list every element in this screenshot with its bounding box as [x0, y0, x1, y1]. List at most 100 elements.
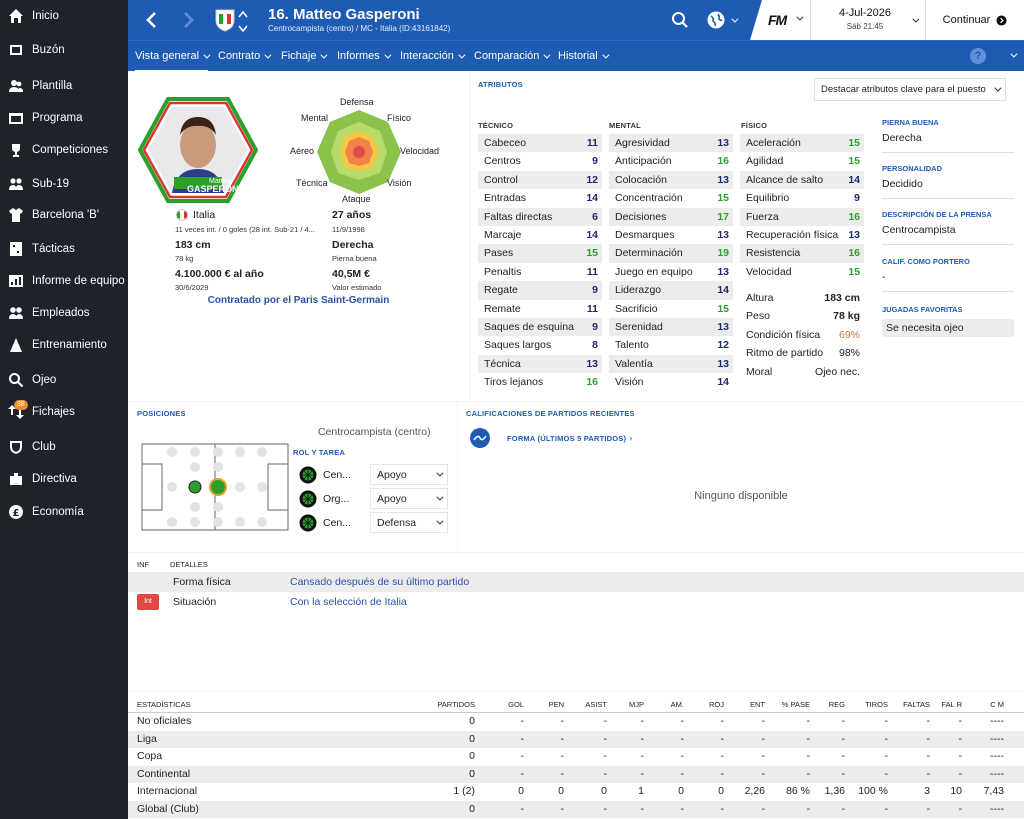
fisico-attribute-row[interactable]: Recuperación física 13: [740, 226, 864, 244]
nationality[interactable]: Italia: [176, 209, 215, 221]
stats-header[interactable]: MJP: [629, 700, 644, 709]
mental-attribute-row[interactable]: Liderazgo 14: [609, 281, 733, 300]
crest-toggle[interactable]: [238, 9, 248, 33]
stats-header[interactable]: % Pase: [781, 700, 810, 709]
sidebar-item-economía[interactable]: £ Economía: [0, 496, 128, 528]
mental-attribute-row[interactable]: Agresividad 13: [609, 134, 733, 153]
sidebar-item-plantilla[interactable]: Plantilla: [0, 70, 128, 102]
fisico-attribute-row[interactable]: Aceleración 15: [740, 134, 864, 153]
info-row[interactable]: Forma física Cansado después de su último…: [128, 572, 1024, 592]
sidebar-item-fichajes[interactable]: Fichajes 38: [0, 396, 128, 428]
stats-header[interactable]: Ent: [750, 700, 765, 709]
duty-dropdown[interactable]: Apoyo: [370, 464, 448, 485]
fisico-attribute-row[interactable]: Resistencia 16: [740, 244, 864, 263]
highlight-attributes-dropdown[interactable]: Destacar atributos clave para el puesto: [814, 78, 1006, 101]
tab-informes[interactable]: Informes: [337, 41, 392, 72]
tab-fichaje[interactable]: Fichaje: [281, 41, 328, 72]
tecnico-attribute-row[interactable]: Cabeceo 11: [478, 134, 602, 153]
role-name[interactable]: Cen...: [323, 516, 352, 529]
tab-contrato[interactable]: Contrato: [218, 41, 272, 72]
back-button[interactable]: [142, 10, 162, 30]
stats-header[interactable]: Asist: [585, 700, 607, 709]
chevron-down-icon[interactable]: [1010, 50, 1018, 58]
sidebar-item-programa[interactable]: Programa: [0, 102, 128, 134]
sidebar-item-informe-de-equipo[interactable]: Informe de equipo: [0, 265, 128, 297]
tab-historial[interactable]: Historial: [558, 41, 610, 72]
tecnico-attribute-row[interactable]: Técnica 13: [478, 354, 602, 374]
tecnico-attribute-row[interactable]: Marcaje 14: [478, 226, 602, 244]
mental-attribute-row[interactable]: Concentración 15: [609, 189, 733, 207]
mental-attribute-row[interactable]: Determinación 19: [609, 244, 733, 263]
stats-row[interactable]: No oficiales 0- - - - - - - - - - - - ----: [128, 713, 1024, 731]
stats-row[interactable]: Copa 0- - - - - - - - - - - - ----: [128, 748, 1024, 766]
form-link[interactable]: Forma (últimos 5 partidos) ›: [507, 433, 633, 443]
stats-header[interactable]: Reg: [828, 700, 845, 709]
stats-header[interactable]: Faltas: [903, 700, 930, 709]
pitch-diagram[interactable]: [140, 442, 290, 532]
tecnico-attribute-row[interactable]: Remate 11: [478, 300, 602, 318]
mental-attribute-row[interactable]: Serenidad 13: [609, 317, 733, 337]
tab-vista-general[interactable]: Vista general: [135, 41, 211, 72]
mental-attribute-row[interactable]: Colocación 13: [609, 170, 733, 190]
fisico-attribute-row[interactable]: Alcance de salto 14: [740, 170, 864, 190]
sidebar-item-competiciones[interactable]: Competiciones: [0, 134, 128, 166]
sidebar-item-empleados[interactable]: Empleados: [0, 297, 128, 329]
mental-attribute-row[interactable]: Sacrificio 15: [609, 300, 733, 318]
help-button[interactable]: ?: [970, 48, 986, 64]
sidebar-item-inicio[interactable]: Inicio: [0, 0, 128, 32]
sidebar-item-directiva[interactable]: Directiva: [0, 463, 128, 495]
tecnico-attribute-row[interactable]: Entradas 14: [478, 189, 602, 207]
mental-attribute-row[interactable]: Anticipación 16: [609, 152, 733, 170]
search-button[interactable]: [671, 11, 689, 29]
mental-attribute-row[interactable]: Talento 12: [609, 336, 733, 354]
fisico-attribute-row[interactable]: Equilibrio 9: [740, 189, 864, 207]
contracted-club-link[interactable]: Contratado por el Paris Saint-Germain: [207, 295, 390, 306]
duty-dropdown[interactable]: Apoyo: [370, 488, 448, 509]
fisico-attribute-row[interactable]: Velocidad 15: [740, 263, 864, 281]
stats-row[interactable]: Continental 0- - - - - - - - - - - - ----: [128, 765, 1024, 783]
mental-attribute-row[interactable]: Visión 14: [609, 373, 733, 391]
mental-attribute-row[interactable]: Valentía 13: [609, 354, 733, 374]
stats-row[interactable]: Liga 0- - - - - - - - - - - - ----: [128, 730, 1024, 748]
club-crest[interactable]: [214, 8, 236, 32]
tab-comparación[interactable]: Comparación: [474, 41, 551, 72]
stats-header[interactable]: Pen: [548, 700, 564, 709]
sidebar-item-buzón[interactable]: Buzón: [0, 34, 128, 66]
role-name[interactable]: Org...: [323, 492, 350, 505]
stats-header[interactable]: Tiros: [865, 700, 888, 709]
stats-header[interactable]: Fal R: [941, 700, 962, 709]
forward-button[interactable]: [178, 10, 198, 30]
stats-header[interactable]: Roj: [709, 700, 724, 709]
tecnico-attribute-row[interactable]: Pases 15: [478, 244, 602, 263]
tecnico-attribute-row[interactable]: Faltas directas 6: [478, 207, 602, 226]
tecnico-attribute-row[interactable]: Control 12: [478, 170, 602, 190]
sidebar-item-tácticas[interactable]: Tácticas: [0, 233, 128, 265]
mental-attribute-row[interactable]: Desmarques 13: [609, 226, 733, 244]
sidebar-item-barcelona-b-[interactable]: Barcelona 'B': [0, 199, 128, 231]
tecnico-attribute-row[interactable]: Saques largos 8: [478, 336, 602, 354]
continue-button[interactable]: Continuar: [926, 0, 1024, 40]
tecnico-attribute-row[interactable]: Regate 9: [478, 281, 602, 300]
fisico-attribute-row[interactable]: Agilidad 15: [740, 152, 864, 170]
stats-row[interactable]: Internacional 1 (2) 0 0 0 1 0 0 2,26 86 % 1,36 100 …: [128, 783, 1024, 801]
sidebar-item-ojeo[interactable]: Ojeo: [0, 364, 128, 396]
sidebar-item-sub-19[interactable]: Sub-19: [0, 168, 128, 200]
tab-interacción[interactable]: Interacción: [400, 41, 466, 72]
tecnico-attribute-row[interactable]: Centros 9: [478, 152, 602, 170]
mental-attribute-row[interactable]: Decisiones 17: [609, 207, 733, 226]
sidebar-item-entrenamiento[interactable]: Entrenamiento: [0, 329, 128, 361]
tecnico-attribute-row[interactable]: Penaltis 11: [478, 263, 602, 281]
role-name[interactable]: Cen...: [323, 468, 352, 481]
stats-header[interactable]: C M: [990, 700, 1004, 709]
duty-dropdown[interactable]: Defensa: [370, 512, 448, 533]
info-row[interactable]: Int Situación Con la selección de Italia: [128, 592, 1024, 612]
world-button[interactable]: [706, 10, 740, 30]
tecnico-attribute-row[interactable]: Tiros lejanos 16: [478, 373, 602, 391]
date-dropdown[interactable]: [908, 14, 922, 26]
stats-header[interactable]: Am.: [670, 700, 684, 709]
fm-menu[interactable]: FM 4-Jul-2026 Sáb 21:45 Continuar: [750, 0, 1024, 40]
stats-header[interactable]: Gol: [508, 700, 524, 709]
sidebar-item-club[interactable]: Club: [0, 431, 128, 463]
stats-row[interactable]: Global (Club) 0- - - - - - - - - - - - ----: [128, 800, 1024, 818]
stats-header[interactable]: Partidos: [437, 700, 475, 709]
